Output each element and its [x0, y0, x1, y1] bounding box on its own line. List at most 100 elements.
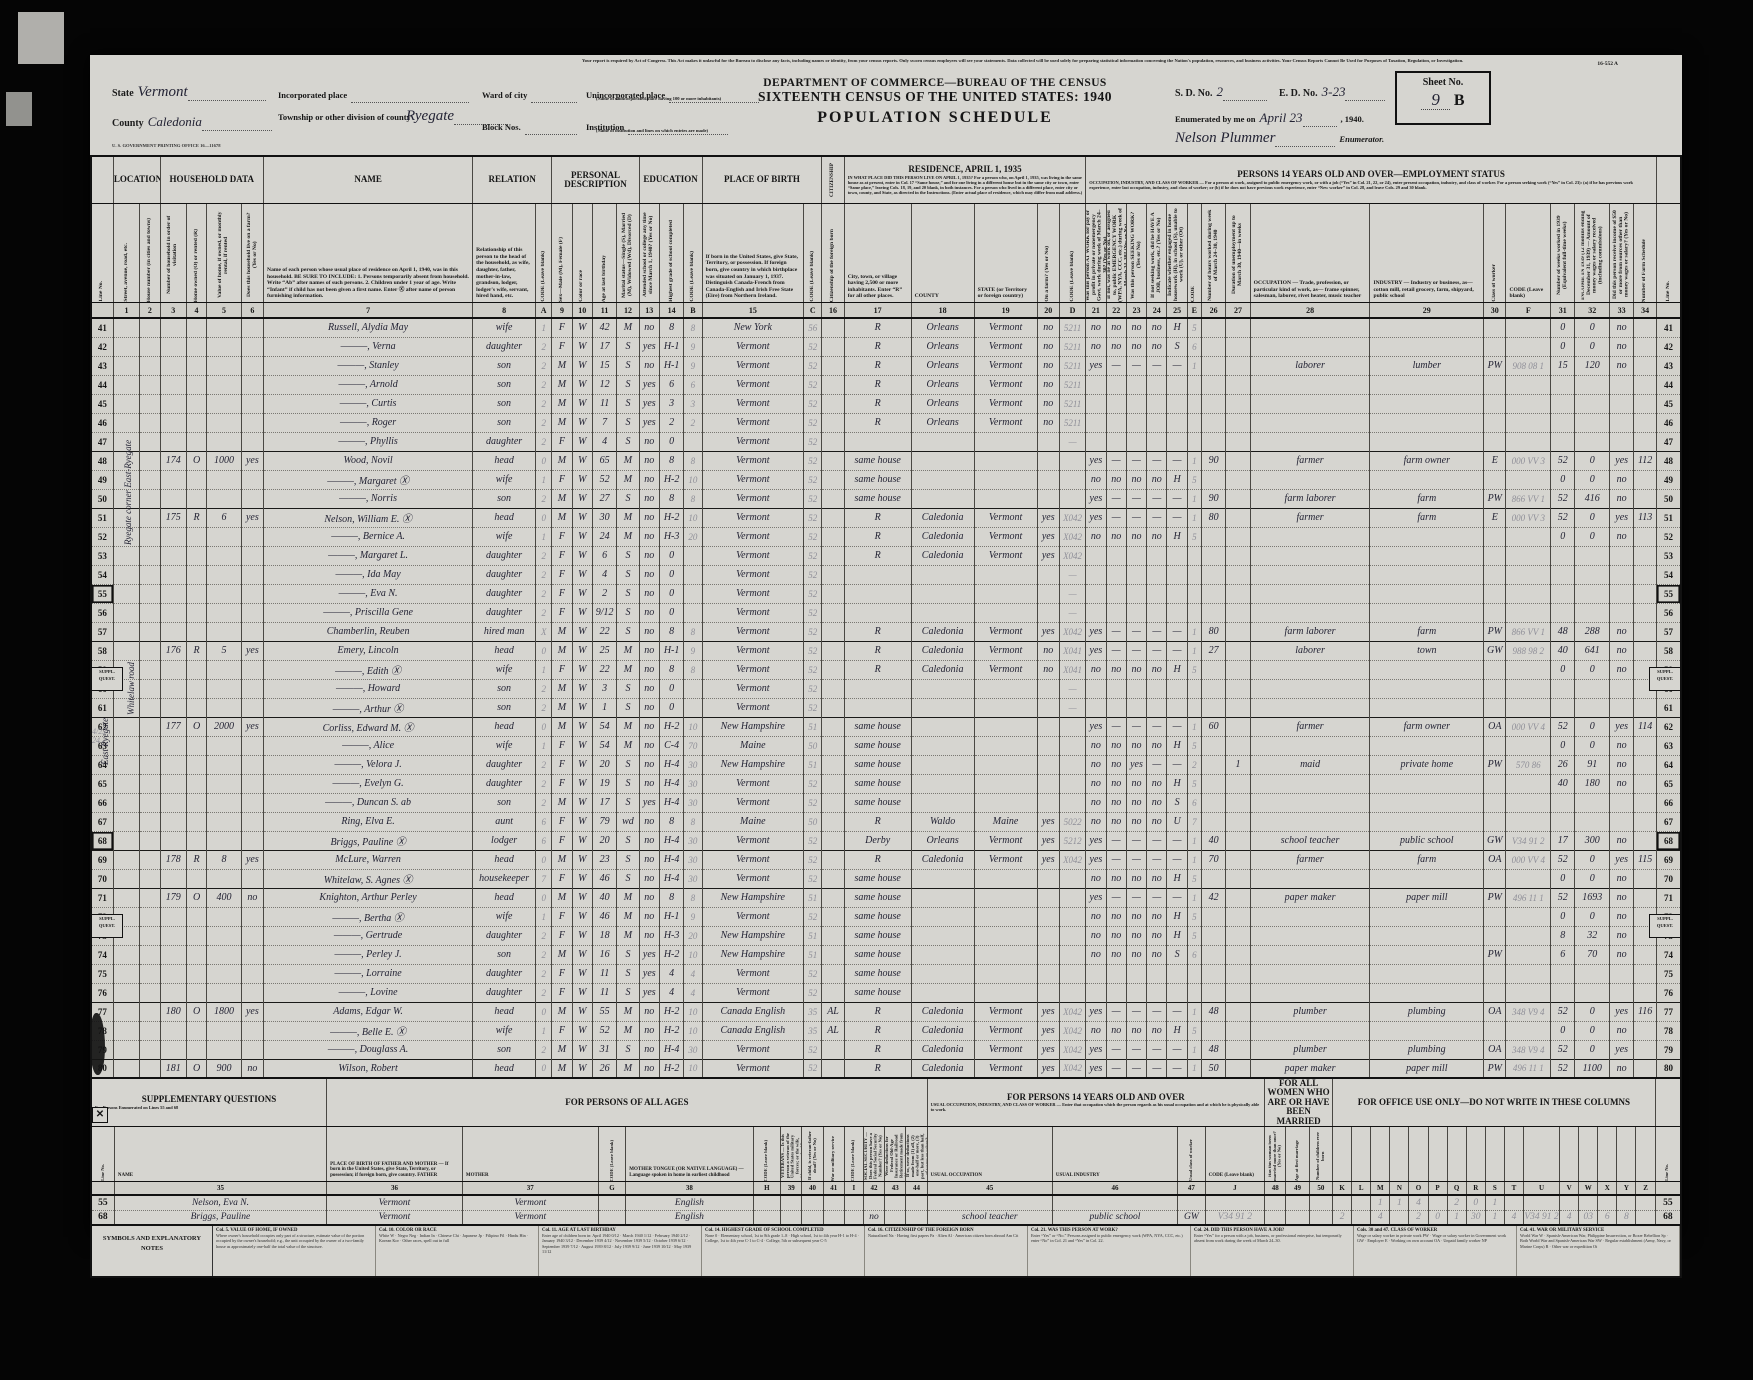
cell-c: 52 — [803, 450, 823, 471]
cell-bp: Canada English — [701, 1021, 805, 1041]
cell-hn — [139, 983, 161, 1003]
cell-hh — [159, 413, 187, 433]
cell-fm — [240, 603, 265, 623]
cell-gr: H-1 — [658, 356, 685, 376]
cell-ln2: 70 — [1655, 869, 1682, 889]
cell-rst: Vermont — [973, 546, 1038, 566]
cell-rc: W — [571, 413, 593, 433]
cell-name: ———, Eva N. — [263, 584, 474, 604]
cell-rel: head — [472, 716, 537, 737]
cell-rfm — [1036, 716, 1060, 737]
cell-rc: W — [571, 774, 593, 794]
cell-fm — [240, 375, 265, 395]
cell-oi — [1608, 432, 1635, 452]
colnum-d: D — [1058, 302, 1087, 319]
cell-w23 — [1125, 413, 1148, 433]
cell-s43 — [884, 1210, 907, 1226]
cell-w22: — — [1105, 489, 1127, 509]
cell-cit — [821, 774, 845, 794]
county-value: Caledonia — [147, 114, 202, 129]
cell-cls: PW — [1483, 755, 1507, 775]
cell-d: — — [1058, 603, 1087, 623]
colhead-ind: USUAL INDUSTRY — [1051, 1126, 1179, 1183]
cell-rel: son — [472, 679, 537, 699]
cell-sch: no — [638, 470, 660, 490]
note-body: Wage or salary worker in private work PW… — [1357, 1233, 1507, 1244]
colhead-o14 — [1616, 1126, 1637, 1183]
cell-wks: 52 — [1550, 716, 1576, 737]
cell-rcnty — [910, 755, 975, 775]
cell-w22: — — [1105, 849, 1127, 870]
cell-rc: W — [571, 603, 593, 623]
cell-val — [206, 489, 242, 509]
cell-f — [1505, 964, 1552, 984]
cell-sx: F — [551, 546, 573, 566]
cell-c: 52 — [803, 507, 823, 528]
cell-v39 — [780, 1210, 803, 1226]
cell-b: 30 — [683, 849, 703, 870]
cell-st — [112, 755, 141, 775]
cell-bp: Vermont — [701, 565, 805, 585]
cell-rc: W — [571, 527, 593, 547]
colhead-wag: INCOME IN 1939 (12 months ending Decembe… — [1574, 203, 1610, 303]
cell-rcty: same house — [843, 489, 912, 509]
cell-sch: no — [638, 716, 660, 737]
cell-ind: farm — [1369, 489, 1485, 509]
cell-hrs — [1200, 983, 1227, 1003]
cell-hrs: 50 — [1200, 1058, 1227, 1079]
cell-rcnty: Orleans — [910, 831, 975, 851]
cell-d — [1058, 470, 1087, 490]
cell-c: 52 — [803, 432, 823, 452]
cell-cit — [821, 716, 845, 737]
cell-w21 — [1085, 375, 1107, 395]
cell-bp: Vermont — [701, 660, 805, 680]
cell-sx: F — [551, 983, 573, 1003]
cell-c: 56 — [803, 318, 823, 338]
cell-w25: — — [1166, 887, 1188, 908]
cell-oi — [1608, 413, 1635, 433]
cell-occ — [1249, 983, 1371, 1003]
cell-rcnty — [910, 869, 975, 889]
cell-name: Nelson, Eva N. — [113, 1195, 328, 1211]
cell-ind — [1369, 736, 1485, 756]
cell-own — [185, 1040, 208, 1060]
cell-rcty: R — [843, 1001, 912, 1022]
colnum-hn: 2 — [139, 302, 161, 319]
institution-label: Institution — [586, 122, 625, 132]
cell-w25 — [1166, 432, 1188, 452]
cell-fm — [240, 660, 265, 680]
cell-occ — [1249, 1021, 1371, 1041]
cell-w24: no — [1146, 812, 1168, 832]
cell-fm — [240, 432, 265, 452]
cell-rc: W — [571, 831, 593, 851]
cell-cls — [1483, 679, 1507, 699]
cell-d: 5212 — [1058, 831, 1087, 851]
cell-w21 — [1085, 679, 1107, 699]
cell-hh: 177 — [159, 716, 187, 737]
cell-c: 52 — [803, 527, 823, 547]
cell-rc: W — [571, 983, 593, 1003]
cell-rcty: same house — [843, 887, 912, 908]
cell-gr: H-4 — [658, 869, 685, 889]
cell-bp: Vermont — [701, 584, 805, 604]
note-body: Naturalized Na · Having first papers Pa … — [868, 1233, 1019, 1239]
colnum-mo: 37 — [461, 1181, 599, 1197]
cell-hrs — [1200, 755, 1227, 775]
colhead-ln2: Line No. — [1654, 1126, 1682, 1183]
cell-w21: yes — [1085, 1058, 1107, 1079]
cell-occ: paper maker — [1249, 887, 1371, 908]
colnum-ind: 29 — [1369, 302, 1485, 319]
cell-hrs — [1200, 964, 1227, 984]
cell-cls — [1483, 736, 1507, 756]
cell-rc: W — [571, 1058, 593, 1079]
cell-ag: 7 — [591, 413, 618, 433]
cell-hn — [139, 869, 161, 889]
cell-o0: 2 — [1332, 1210, 1353, 1226]
cell-f — [1505, 432, 1552, 452]
cell-ln2: 64 — [1655, 755, 1682, 775]
cell-w25: — — [1166, 849, 1188, 870]
colnum-gr: 14 — [658, 302, 685, 319]
cell-w22 — [1105, 394, 1127, 414]
